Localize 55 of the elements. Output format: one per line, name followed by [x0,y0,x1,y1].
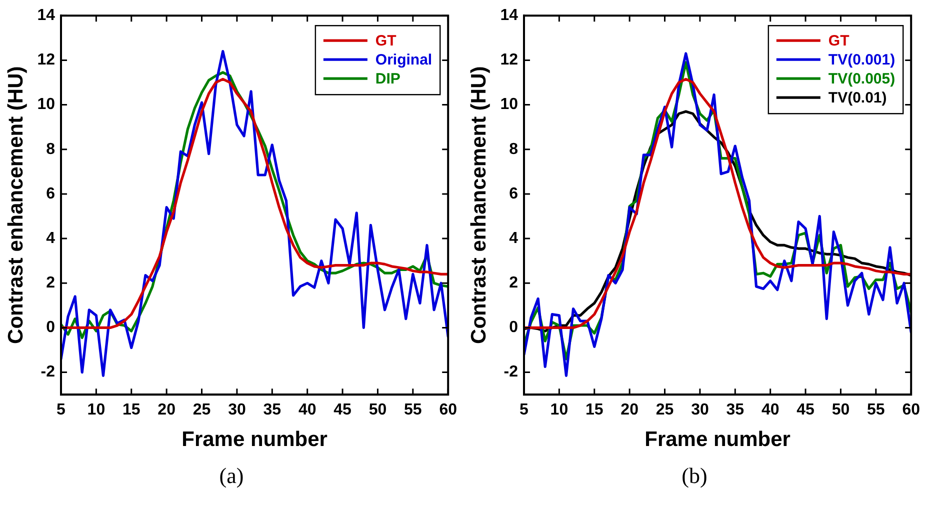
legend-label: TV(0.005) [828,70,896,88]
legend-label: DIP [375,70,400,88]
x-tick-label: 50 [368,402,387,419]
x-tick-label: 30 [691,402,709,419]
y-tick-label: 0 [46,319,56,336]
x-tick-label: 60 [439,402,458,419]
x-tick-label: 40 [761,402,780,419]
y-tick-label: 4 [509,230,518,247]
x-tick-label: 35 [726,402,744,419]
x-tick-label: 15 [585,402,604,419]
y-tick-label: 2 [46,274,56,292]
legend-label: Original [375,52,432,69]
x-tick-label: 40 [298,402,316,419]
x-tick-label: 60 [902,402,920,419]
y-tick-label: 6 [509,185,518,202]
x-tick-label: 20 [620,402,639,419]
legend-label: TV(0.01) [828,90,887,107]
x-tick-label: 55 [404,402,422,419]
y-tick-label: 8 [509,140,518,158]
y-tick-label: -2 [504,364,518,381]
x-tick-label: 5 [520,402,529,419]
y-tick-label: -2 [40,364,56,381]
legend-label: GT [828,32,850,50]
x-tick-label: 30 [228,402,246,419]
x-tick-label: 45 [796,402,815,419]
y-tick-label: 6 [46,185,56,202]
x-tick-label: 50 [832,402,850,419]
legend-label: GT [375,32,396,50]
y-tick-label: 0 [509,319,518,336]
x-tick-label: 25 [656,402,674,419]
y-tick-label: 2 [509,274,518,292]
x-axis-title: Frame number [644,428,790,452]
x-tick-label: 45 [334,402,352,419]
legend-label: TV(0.001) [828,52,896,69]
y-tick-label: 4 [46,230,56,247]
text: (a) [218,463,245,489]
x-axis-title: Frame number [182,428,328,452]
y-tick-label: 14 [37,7,56,24]
x-tick-label: 55 [867,402,885,419]
y-tick-label: 14 [500,7,518,24]
y-axis-title: Contrast enhancement (HU) [467,66,490,344]
y-tick-label: 10 [37,96,56,114]
x-tick-label: 20 [158,402,176,419]
x-tick-label: 25 [192,402,211,419]
x-tick-label: 15 [122,402,140,419]
y-tick-label: 10 [500,96,518,114]
y-tick-label: 12 [500,52,518,69]
x-tick-label: 10 [87,402,106,419]
y-tick-label: 12 [37,52,56,69]
x-tick-label: 5 [56,402,66,419]
y-axis-title: Contrast enhancement (HU) [4,66,28,344]
x-tick-label: 35 [263,402,282,419]
text: (b) [680,463,708,489]
y-tick-label: 8 [46,140,56,158]
x-tick-label: 10 [550,402,568,419]
